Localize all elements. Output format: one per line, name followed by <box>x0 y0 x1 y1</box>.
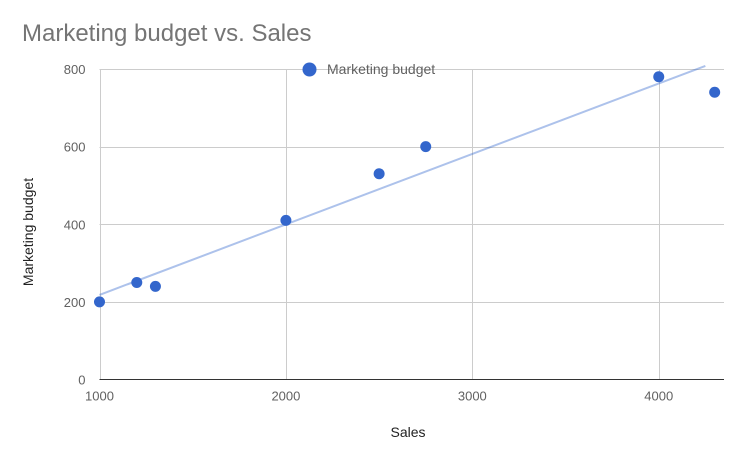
x-axis-tick-labels: 1000 2000 3000 4000 <box>85 389 673 404</box>
data-point-0-7[interactable] <box>709 86 721 98</box>
x-axis-label: Sales <box>390 424 425 440</box>
horizontal-gridlines <box>99 69 724 303</box>
y-axis-tick-labels: 0 200 400 600 800 <box>64 62 86 388</box>
trendline <box>99 64 706 296</box>
y-tick-label-600: 600 <box>64 140 86 155</box>
data-point-0-6[interactable] <box>653 71 665 83</box>
legend-label: Marketing budget <box>327 61 435 77</box>
y-tick-label-0: 0 <box>78 373 85 388</box>
legend[interactable]: Marketing budget <box>302 61 436 77</box>
x-tick-label-1000: 1000 <box>85 389 114 404</box>
data-point-0-0[interactable] <box>94 296 105 308</box>
data-point-0-1[interactable] <box>131 276 143 288</box>
data-points <box>94 71 721 308</box>
data-point-0-3[interactable] <box>280 214 292 226</box>
data-point-0-2[interactable] <box>149 280 161 292</box>
x-tick-label-3000: 3000 <box>458 389 487 404</box>
chart-title: Marketing budget vs. Sales <box>22 20 312 47</box>
y-axis-label: Marketing budget <box>20 178 36 286</box>
y-tick-label-400: 400 <box>64 217 86 232</box>
x-tick-label-2000: 2000 <box>271 389 300 404</box>
y-tick-label-800: 800 <box>64 62 86 77</box>
y-tick-label-200: 200 <box>64 295 86 310</box>
x-tick-label-4000: 4000 <box>644 389 673 404</box>
legend-marker <box>302 62 317 77</box>
data-point-0-4[interactable] <box>373 168 385 180</box>
data-point-0-5[interactable] <box>420 141 432 153</box>
